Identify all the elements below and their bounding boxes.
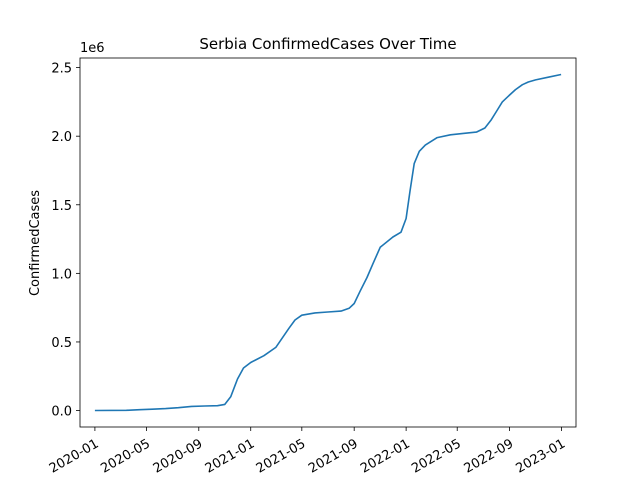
chart-title: Serbia ConfirmedCases Over Time	[199, 35, 456, 53]
y-tick-label: 2.0	[51, 130, 72, 145]
y-tick-label: 2.5	[51, 62, 72, 77]
series-line-0	[94, 73, 562, 412]
y-tick-label: 1.5	[51, 199, 72, 214]
y-tick-label: 0.5	[51, 336, 72, 351]
axes-frame	[79, 57, 577, 428]
y-tick-label: 1.0	[51, 267, 72, 282]
y-offset-label: 1e6	[80, 41, 105, 56]
y-axis-label: ConfirmedCases	[28, 190, 43, 296]
y-tick-label: 0.0	[51, 405, 72, 420]
